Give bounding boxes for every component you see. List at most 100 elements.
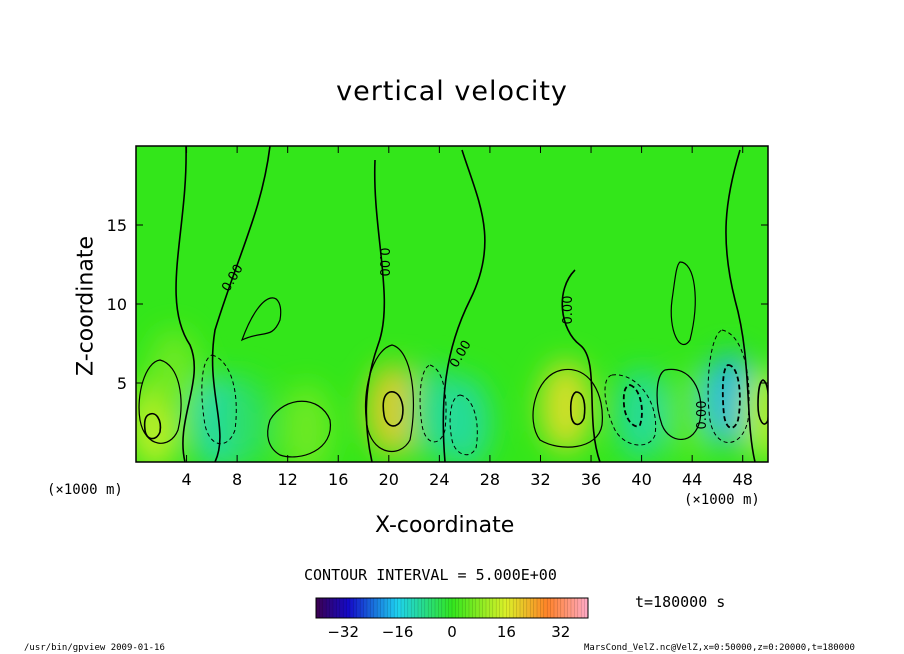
contour-line (670, 261, 696, 346)
colorbar-segment (496, 598, 501, 618)
colorbar-segment (418, 598, 422, 618)
velocity-cell (739, 368, 768, 461)
contour-line (604, 374, 657, 446)
colorbar-segment (346, 598, 351, 618)
colorbar-segment (530, 598, 535, 618)
colorbar-segment (509, 598, 514, 618)
colorbar-segment (452, 598, 456, 618)
colorbar-segment (557, 598, 562, 618)
colorbar-segment (472, 598, 477, 618)
x-tick-label: 36 (581, 470, 601, 489)
x-axis-label: X-coordinate (375, 513, 515, 538)
y-tick-label: 5 (117, 374, 127, 393)
x-tick-label: 24 (429, 470, 449, 489)
footer-right: MarsCond_VelZ.nc@VelZ,x=0:50000,z=0:2000… (584, 643, 855, 653)
x-tick-label: 32 (530, 470, 550, 489)
colorbar-tick-label: 16 (497, 623, 516, 641)
colorbar-segment (329, 598, 334, 618)
contour-label: 0.00 (695, 401, 710, 430)
colorbar-segment (326, 598, 331, 618)
colorbar-segment (554, 598, 558, 618)
contour-line (419, 364, 447, 443)
colorbar-segment (564, 598, 569, 618)
contour-line (622, 384, 643, 428)
colorbar-segment (503, 598, 507, 618)
contour-line (211, 146, 271, 462)
footer-left: /usr/bin/gpview 2009-01-16 (24, 643, 165, 653)
colorbar-segment (350, 598, 354, 618)
colorbar-segment (441, 598, 446, 618)
contour-line (449, 394, 478, 456)
colorbar-segment (489, 598, 494, 618)
colorbar-segment (387, 598, 392, 618)
x-tick-label: 4 (181, 470, 191, 489)
colorbar-segment (537, 598, 541, 618)
contour-line (757, 379, 768, 425)
colorbar-segment (543, 598, 548, 618)
contour-line (656, 368, 702, 440)
contour-line (364, 344, 415, 453)
y-axis: 5 10 15 (107, 216, 768, 393)
contour-interval-label: CONTOUR INTERVAL = 5.000E+00 (304, 566, 557, 584)
colorbar-segment (499, 598, 504, 618)
x-tick-label: 48 (733, 470, 753, 489)
contour-line (561, 269, 601, 462)
colorbar-segment (421, 598, 426, 618)
colorbar-segment (506, 598, 511, 618)
colorbar-segment (401, 598, 405, 618)
x-tick-label: 12 (278, 470, 298, 489)
velocity-cell (539, 360, 592, 453)
chart-title: vertical velocity (336, 76, 568, 107)
contour-line (143, 413, 162, 440)
colorbar-segment (479, 598, 484, 618)
contour-label: 0.00 (376, 248, 391, 277)
y-tick-label: 15 (107, 216, 127, 235)
colorbar-segment (356, 598, 361, 618)
colorbar-segment (316, 598, 320, 618)
colorbar-tick-label: −32 (327, 623, 359, 641)
colorbar-segment (424, 598, 429, 618)
colorbar-segment (363, 598, 368, 618)
colorbar-segment (370, 598, 375, 618)
colorbar-segment (390, 598, 395, 618)
colorbar-segment (339, 598, 344, 618)
colorbar-segment (367, 598, 371, 618)
colorbar-segment (550, 598, 555, 618)
colorbar-segment (343, 598, 348, 618)
colorbar-segment (482, 598, 487, 618)
colorbar-segment (333, 598, 337, 618)
contour-line (569, 391, 586, 426)
colorbar-segment (486, 598, 490, 618)
colorbar-segment (581, 598, 586, 618)
colorbar-segment (411, 598, 416, 618)
colorbar-tick-label: −16 (382, 623, 414, 641)
velocity-cell (366, 363, 419, 456)
colorbar-segment (567, 598, 572, 618)
colorbar-segment (571, 598, 575, 618)
contour-line (725, 149, 756, 462)
contour-line (532, 368, 603, 448)
colorbar-segment (492, 598, 497, 618)
colorbar-segment (526, 598, 531, 618)
x-unit-label-left: (×1000 m) (47, 482, 123, 498)
colorbar-segment (560, 598, 565, 618)
colorbar-segment (547, 598, 552, 618)
colorbar-segment (445, 598, 450, 618)
contour-label: 0.00 (561, 296, 576, 325)
colorbar-tick-label: 0 (447, 623, 457, 641)
colorbar-segment (336, 598, 341, 618)
y-tick-label: 10 (107, 295, 127, 314)
velocity-cell (280, 384, 333, 462)
colorbar-segment (414, 598, 419, 618)
colorbar-segment (523, 598, 528, 618)
contour-line (240, 297, 282, 342)
colorbar-segment (319, 598, 324, 618)
contour-line (721, 364, 741, 429)
colorbar-segment (377, 598, 382, 618)
colorbar-segment (516, 598, 521, 618)
colorbar-segment (533, 598, 538, 618)
colorbar-segment (360, 598, 365, 618)
colorbar-segment (435, 598, 439, 618)
colorbar-segment (574, 598, 579, 618)
